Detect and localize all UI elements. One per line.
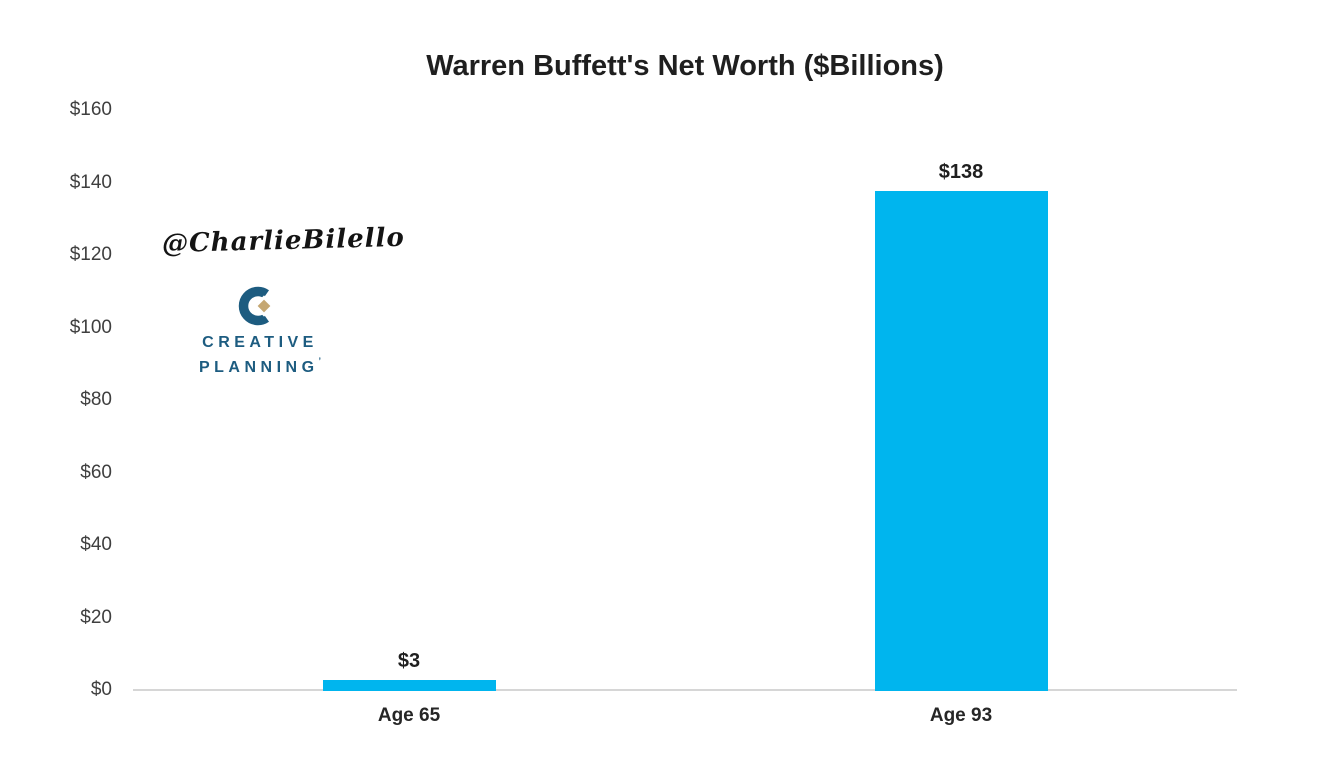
bar-age-93 [874, 191, 1048, 691]
y-axis-tick-label: $80 [80, 389, 112, 411]
logo-text-line2: PLANNING’ [198, 356, 322, 376]
y-axis-tick-label: $120 [69, 244, 112, 266]
creative-planning-c-icon [238, 286, 275, 326]
y-axis-tick-label: $160 [69, 99, 112, 121]
logo-text-line1: CREATIVE [202, 334, 318, 351]
chart-title: Warren Buffett's Net Worth ($Billions) [426, 50, 944, 82]
bar-value-label-age-93: $138 [938, 161, 984, 183]
y-axis-tick-label: $40 [80, 534, 112, 556]
x-axis-label-age-93: Age 93 [929, 705, 993, 726]
bar-age-65 [322, 680, 496, 691]
watermark-handle: @CharlieBilello [161, 222, 406, 260]
y-axis-tick-label: $60 [80, 461, 112, 483]
y-axis-tick-label: $20 [80, 606, 112, 628]
y-axis-tick-label: $140 [69, 171, 112, 193]
logo-diamond-icon [253, 295, 275, 317]
y-axis-tick-label: $0 [90, 679, 112, 700]
trademark-mark: ’ [318, 356, 322, 366]
creative-planning-logo: CREATIVE PLANNING’ [160, 283, 360, 377]
x-axis-label-age-65: Age 65 [377, 705, 441, 726]
x-axis-line [133, 689, 1237, 691]
bar-value-label-age-65: $3 [397, 650, 421, 672]
y-axis-tick-label: $100 [69, 316, 112, 338]
